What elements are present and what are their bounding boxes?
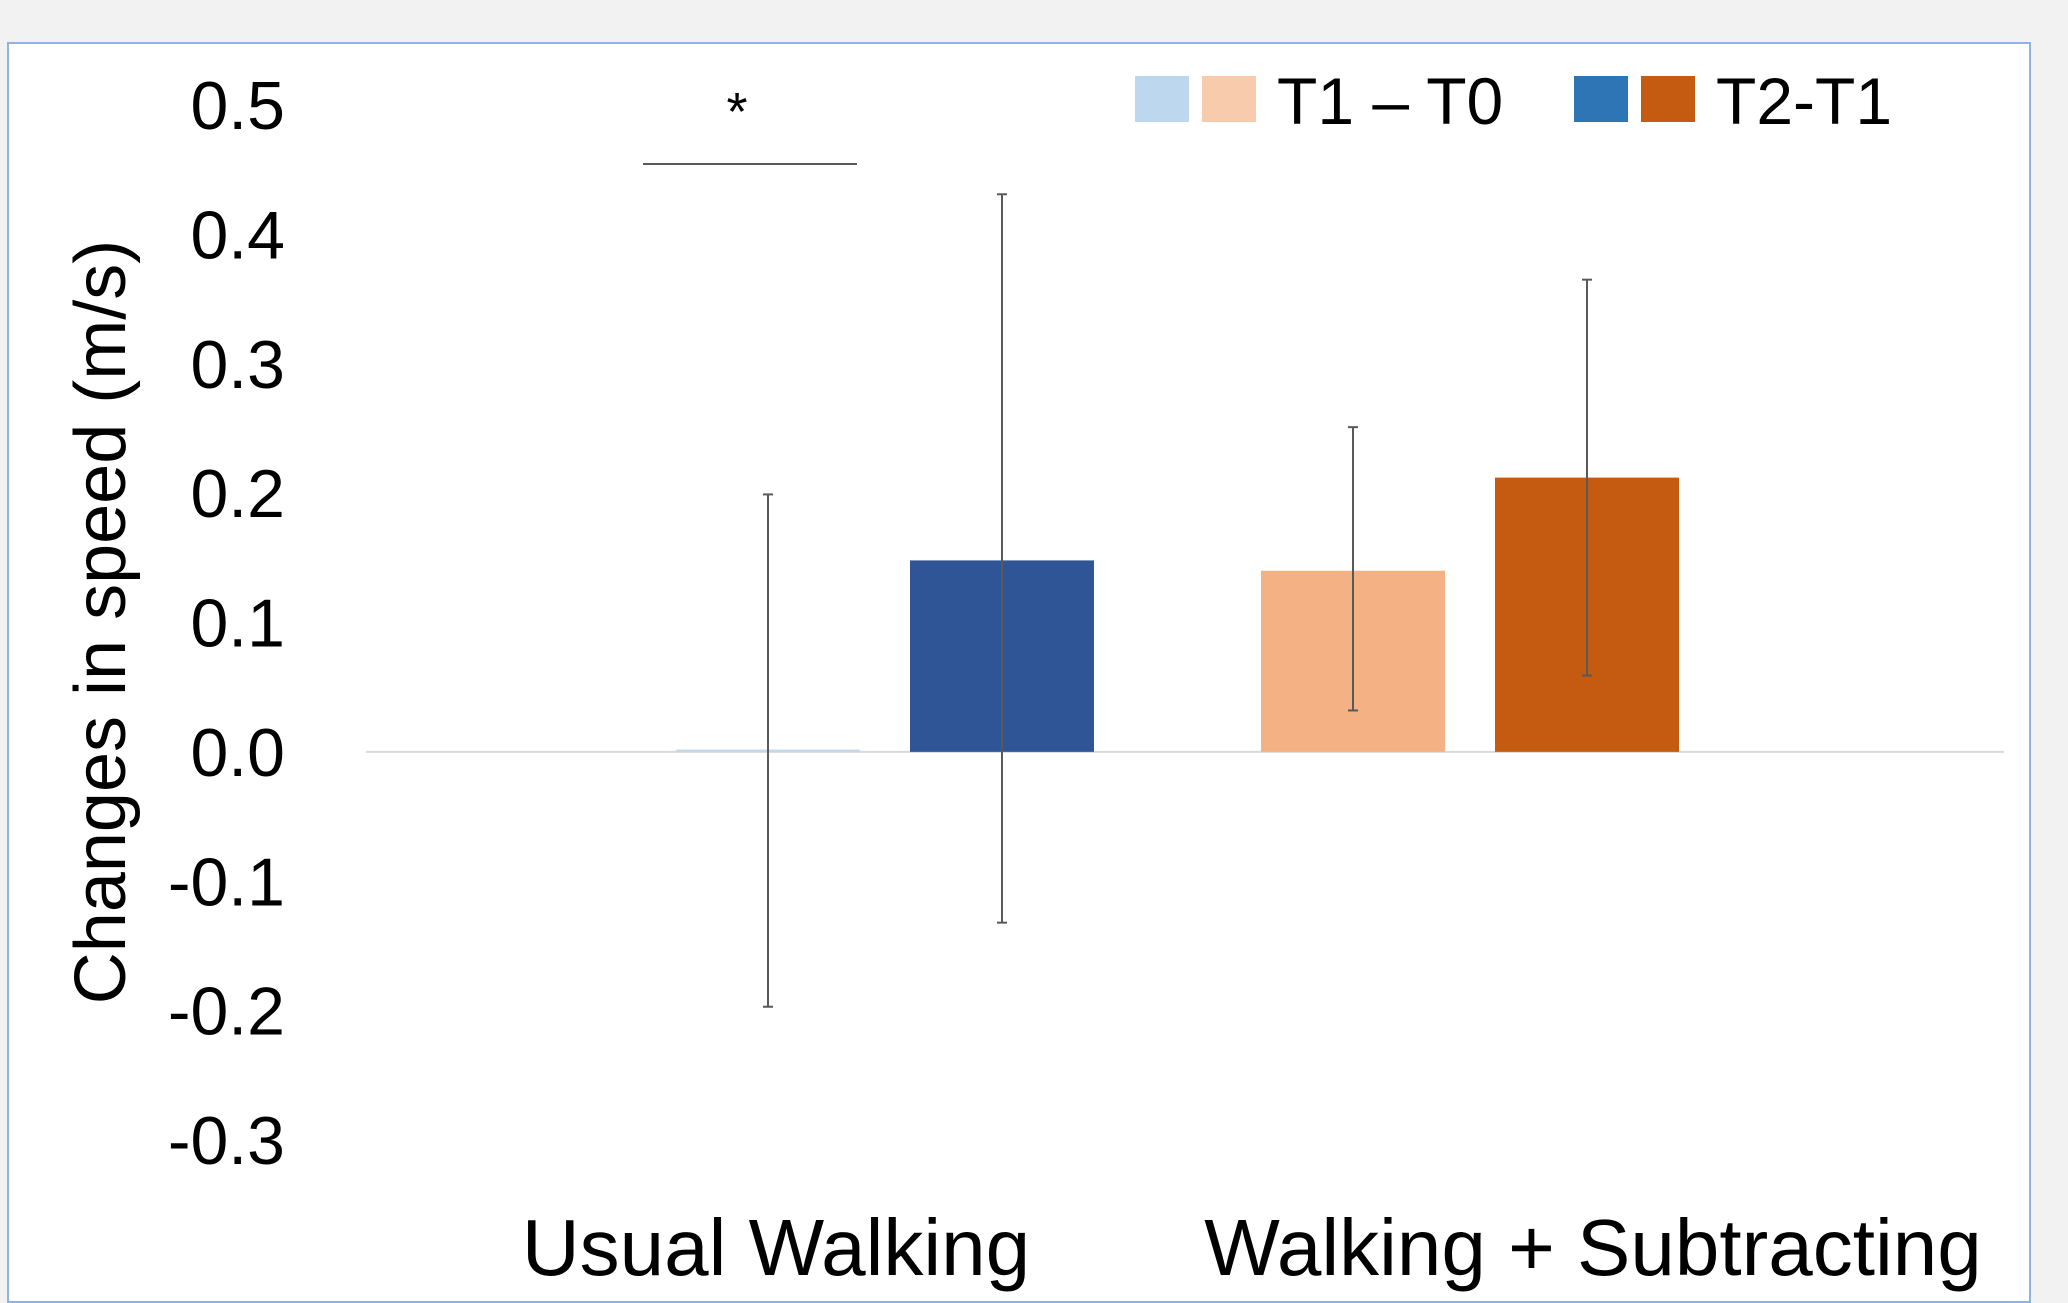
- y-tick-label: 0.1: [190, 586, 285, 662]
- y-tick-label: 0.0: [190, 715, 285, 791]
- legend-swatch: [1641, 76, 1695, 122]
- legend-swatch: [1135, 76, 1189, 122]
- y-tick-label: -0.3: [168, 1103, 285, 1179]
- legend-swatch: [1574, 76, 1628, 122]
- y-tick-label: -0.1: [168, 844, 285, 920]
- y-tick-label: 0.2: [190, 456, 285, 532]
- category-label: Usual Walking: [522, 1203, 1030, 1292]
- y-axis-ticks: 0.5 0.4 0.3 0.2 0.1 0.0 -0.1 -0.2 -0.3: [168, 68, 285, 1179]
- legend-label: T2-T1: [1716, 64, 1892, 138]
- y-axis-title: Changes in speed (m/s): [61, 240, 141, 1004]
- y-tick-label: 0.5: [190, 68, 285, 144]
- legend-swatch: [1202, 76, 1256, 122]
- significance-star: *: [726, 82, 747, 142]
- category-labels: Usual Walking Walking + Subtracting: [522, 1203, 1982, 1292]
- y-tick-label: 0.4: [190, 197, 285, 273]
- y-tick-label: -0.2: [168, 974, 285, 1050]
- category-label: Walking + Subtracting: [1204, 1203, 1981, 1292]
- significance-annotation: *: [643, 82, 857, 165]
- bars: [676, 477, 1679, 752]
- legend-label: T1 – T0: [1277, 64, 1503, 138]
- y-tick-label: 0.3: [190, 327, 285, 403]
- legend: T1 – T0 T2-T1: [1135, 64, 1892, 138]
- error-bars: [763, 193, 1592, 1008]
